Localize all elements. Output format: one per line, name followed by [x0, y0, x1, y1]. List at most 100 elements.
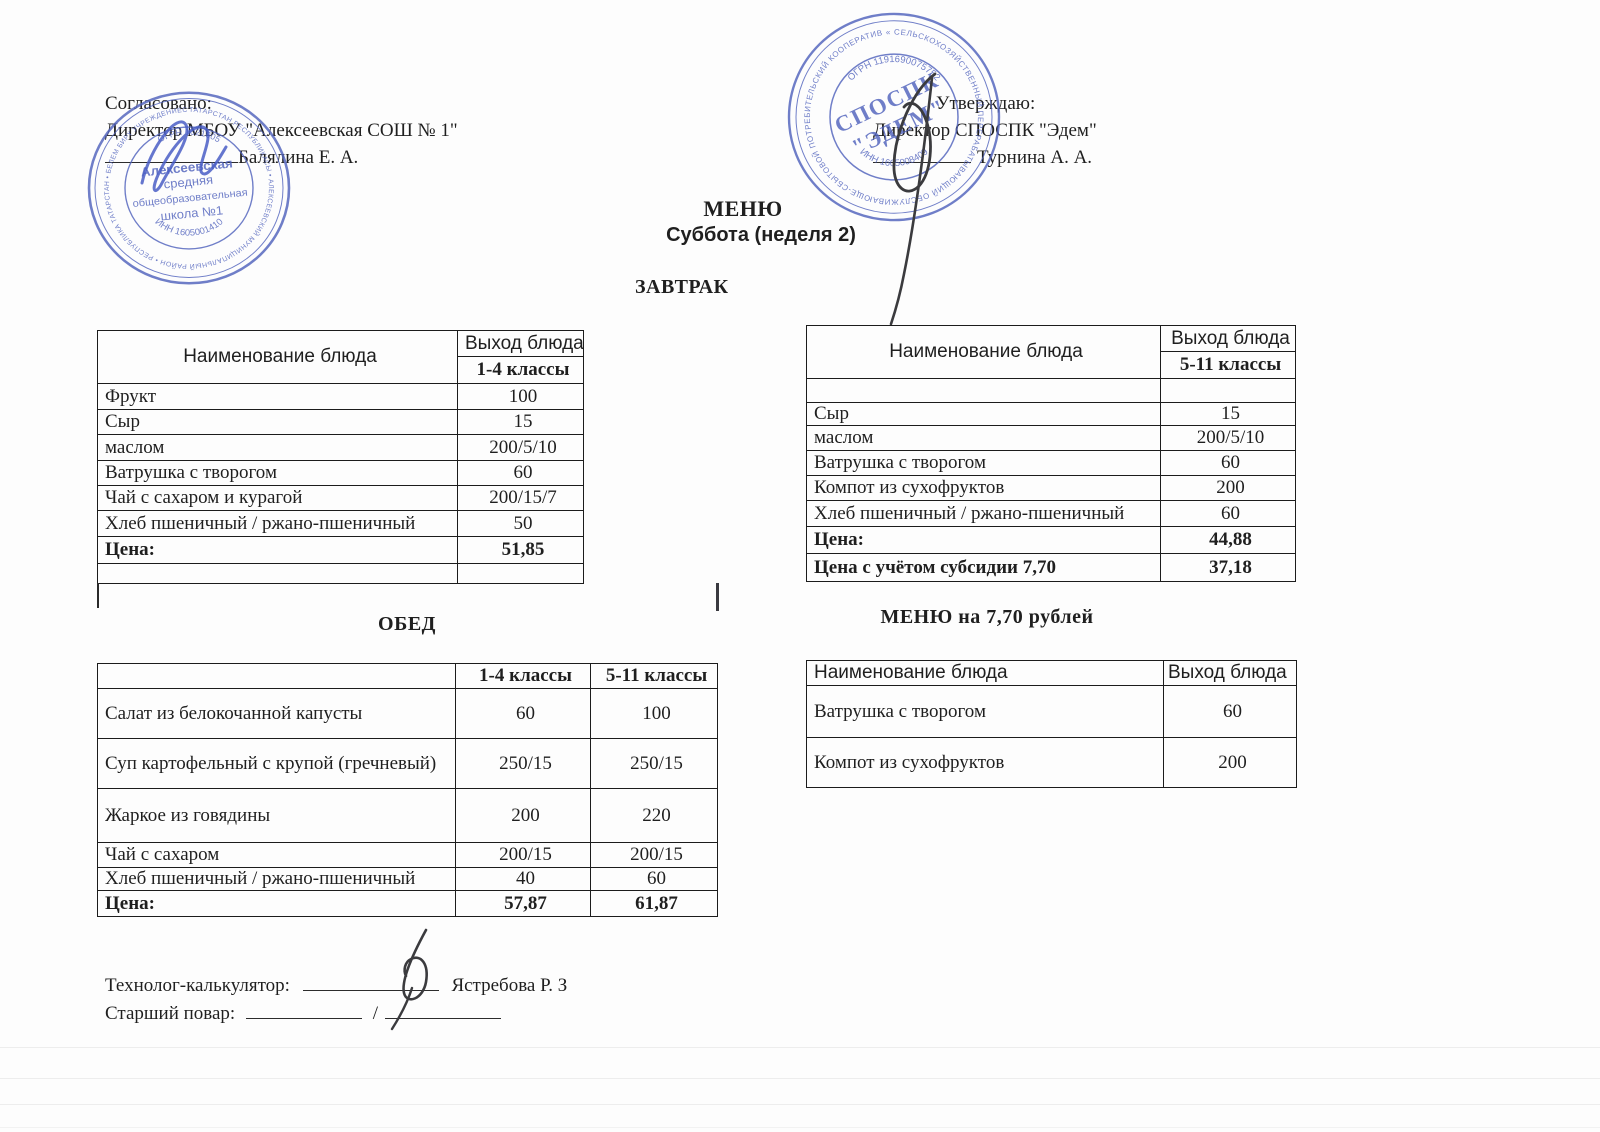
- column-header-grades: 5-11 классы: [1160, 351, 1296, 379]
- signature-line: [384, 1001, 501, 1019]
- subsidy-value-cell: 37,18: [1160, 553, 1296, 582]
- column-header-dish: Наименование блюда: [97, 330, 458, 384]
- empty-cell: [457, 563, 584, 584]
- column-header-dish: Наименование блюда: [806, 325, 1161, 379]
- approver-left-position: Директор МБОУ "Алексеевская СОШ № 1": [105, 120, 458, 141]
- dish-name-cell: Суп картофельный с крупой (гречневый): [97, 738, 456, 789]
- menu-title: МЕНЮ: [703, 196, 783, 221]
- subsidy-label-cell: Цена с учётом субсидии 7,70: [806, 553, 1161, 582]
- footer-signatures-block: Технолог-калькулятор: Ястребова Р. З Ста…: [105, 972, 567, 1028]
- scan-artifact-line: [0, 1047, 1600, 1048]
- dish-value-cell: 100: [457, 383, 584, 410]
- price-value-cell: 61,87: [590, 890, 718, 917]
- scan-artifact-line: [0, 1104, 1600, 1105]
- dish-name-cell: Компот из сухофруктов: [806, 737, 1164, 788]
- stamp-outer-ring: [87, 91, 291, 285]
- approver-right-name: Турнина А. А.: [977, 147, 1093, 168]
- column-header-grades-1-4: 1-4 классы: [455, 663, 591, 689]
- empty-cell: [97, 563, 458, 584]
- dish-value-cell: 60: [1160, 500, 1296, 527]
- dish-name-cell: Чай с сахаром и курагой: [97, 485, 458, 511]
- dish-name-cell: Компот из сухофруктов: [806, 475, 1161, 501]
- technologist-label: Технолог-калькулятор:: [105, 975, 290, 996]
- price-label-cell: Цена:: [806, 526, 1161, 554]
- breakfast-table-1-4: Наименование блюда Выход блюда 1-4 класс…: [97, 330, 584, 584]
- dish-name-cell: Салат из белокочанной капусты: [97, 688, 456, 739]
- slash-separator: /: [372, 1003, 378, 1024]
- stamp-outer-ring-2: [795, 20, 993, 214]
- column-header-grades-5-11: 5-11 классы: [590, 663, 718, 689]
- scan-artifact-line: [0, 1127, 1600, 1128]
- dish-name-cell: Ватрушка с творогом: [806, 450, 1161, 476]
- empty-header-cell: [97, 663, 456, 689]
- price-value-cell: 44,88: [1160, 526, 1296, 554]
- dish-name-cell: Хлеб пшеничный / ржано-пшеничный: [97, 867, 456, 891]
- price-label-cell: Цена:: [97, 536, 458, 564]
- dish-value-cell: 60: [1163, 685, 1297, 738]
- stamp-outer-ring: [787, 12, 1001, 222]
- dish-value-cell: 60: [1160, 450, 1296, 476]
- dish-value-cell: 60: [590, 867, 718, 891]
- lunch-section-title: ОБЕД: [378, 613, 436, 635]
- approver-left-name: Балялина Е. А.: [238, 147, 359, 168]
- dish-name-cell: Хлеб пшеничный / ржано-пшеничный: [97, 510, 458, 537]
- price-value-cell: 51,85: [457, 536, 584, 564]
- approver-left-signature-line: Балялина Е. А.: [105, 144, 458, 171]
- scan-artifact-line: [0, 1078, 1600, 1079]
- dish-name-cell: Фрукт: [97, 383, 458, 410]
- dish-value-cell: 60: [457, 460, 584, 486]
- signature-yastrebova: [390, 928, 428, 1031]
- breakfast-table-5-11: Наименование блюда Выход блюда 5-11 клас…: [806, 325, 1296, 582]
- dish-value-cell: 220: [590, 788, 718, 843]
- dish-value-cell: 200: [1163, 737, 1297, 788]
- signature-line: [245, 1001, 362, 1019]
- column-header-output: Выход блюда: [457, 330, 584, 357]
- dish-name-cell: Сыр: [97, 409, 458, 435]
- signature-balyalina: [140, 120, 228, 192]
- dish-value-cell: 200/5/10: [1160, 425, 1296, 451]
- school-stamp-center-4: школа №1: [160, 204, 224, 224]
- dish-name-cell: маслом: [97, 434, 458, 461]
- empty-cell: [806, 378, 1161, 403]
- stamp-inner-ring: [124, 126, 254, 250]
- school-stamp-center-2: средняя: [163, 173, 214, 192]
- signature-line: [302, 973, 439, 991]
- dish-value-cell: 50: [457, 510, 584, 537]
- dish-value-cell: 15: [457, 409, 584, 435]
- price-value-cell: 57,87: [455, 890, 591, 917]
- dish-value-cell: 200: [455, 788, 591, 843]
- stamp-outer-ring-2: [94, 98, 284, 278]
- signature-turnina: [889, 72, 937, 326]
- dish-value-cell: 200/15: [590, 842, 718, 868]
- stamp-inner-ring: [829, 53, 959, 181]
- chef-label: Старший повар:: [105, 1003, 236, 1024]
- lunch-table: 1-4 классы 5-11 классы Салат из белокоча…: [97, 663, 718, 917]
- dish-value-cell: 200/5/10: [457, 434, 584, 461]
- column-header-dish: Наименование блюда: [806, 660, 1164, 686]
- chef-line: Старший повар: /: [105, 1000, 567, 1028]
- menu-subtitle: Суббота (неделя 2): [666, 224, 856, 246]
- breakfast-section-title: ЗАВТРАК: [635, 276, 729, 298]
- menu770-section-title: МЕНЮ на 7,70 рублей: [880, 606, 1094, 628]
- dish-name-cell: Сыр: [806, 402, 1161, 426]
- menu770-table: Наименование блюда Выход блюда Ватрушка …: [806, 660, 1297, 788]
- column-header-grades: 1-4 классы: [457, 356, 584, 384]
- dish-value-cell: 200/15: [455, 842, 591, 868]
- dish-value-cell: 15: [1160, 402, 1296, 426]
- dish-value-cell: 250/15: [455, 738, 591, 789]
- approve-label: Утверждаю:: [936, 93, 1036, 114]
- dish-value-cell: 60: [455, 688, 591, 739]
- empty-cell: [1160, 378, 1296, 403]
- dish-name-cell: Жаркое из говядины: [97, 788, 456, 843]
- dish-value-cell: 250/15: [590, 738, 718, 789]
- dish-name-cell: Хлеб пшеничный / ржано-пшеничный: [806, 500, 1161, 527]
- table-border-stub: [97, 583, 99, 608]
- dish-name-cell: Ватрушка с творогом: [97, 460, 458, 486]
- technologist-line: Технолог-калькулятор: Ястребова Р. З: [105, 972, 567, 1000]
- dish-value-cell: 200/15/7: [457, 485, 584, 511]
- technologist-name: Ястребова Р. З: [451, 975, 568, 996]
- dish-value-cell: 200: [1160, 475, 1296, 501]
- column-header-output: Выход блюда: [1163, 660, 1297, 686]
- school-round-stamp: ТАТАРСТАН РЕСПУБЛИКАСЫ • АЛЕКСЕЕВСКИЙ МУ…: [84, 88, 291, 285]
